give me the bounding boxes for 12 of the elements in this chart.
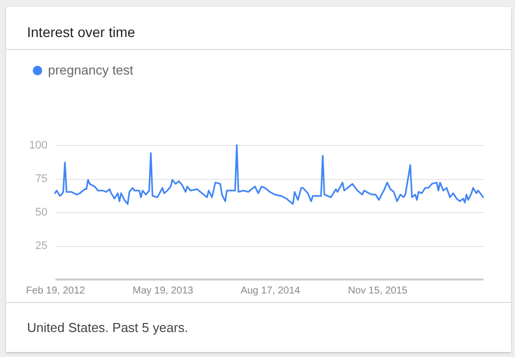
y-tick-label: 100 <box>29 140 48 152</box>
y-tick-label: 75 <box>35 173 48 185</box>
x-tick-label: Aug 17, 2014 <box>240 286 301 296</box>
line-series <box>54 144 484 205</box>
y-tick-label: 25 <box>35 240 48 252</box>
legend-label: pregnancy test <box>48 62 134 78</box>
y-tick-label: 50 <box>35 206 48 218</box>
chart-title: Interest over time <box>27 24 136 40</box>
x-tick-label: May 19, 2013 <box>132 286 194 296</box>
x-tick-label: Feb 19, 2012 <box>26 286 86 296</box>
text: United States. Past 5 years. <box>27 320 188 335</box>
x-tick-label: Nov 15, 2015 <box>348 286 408 296</box>
